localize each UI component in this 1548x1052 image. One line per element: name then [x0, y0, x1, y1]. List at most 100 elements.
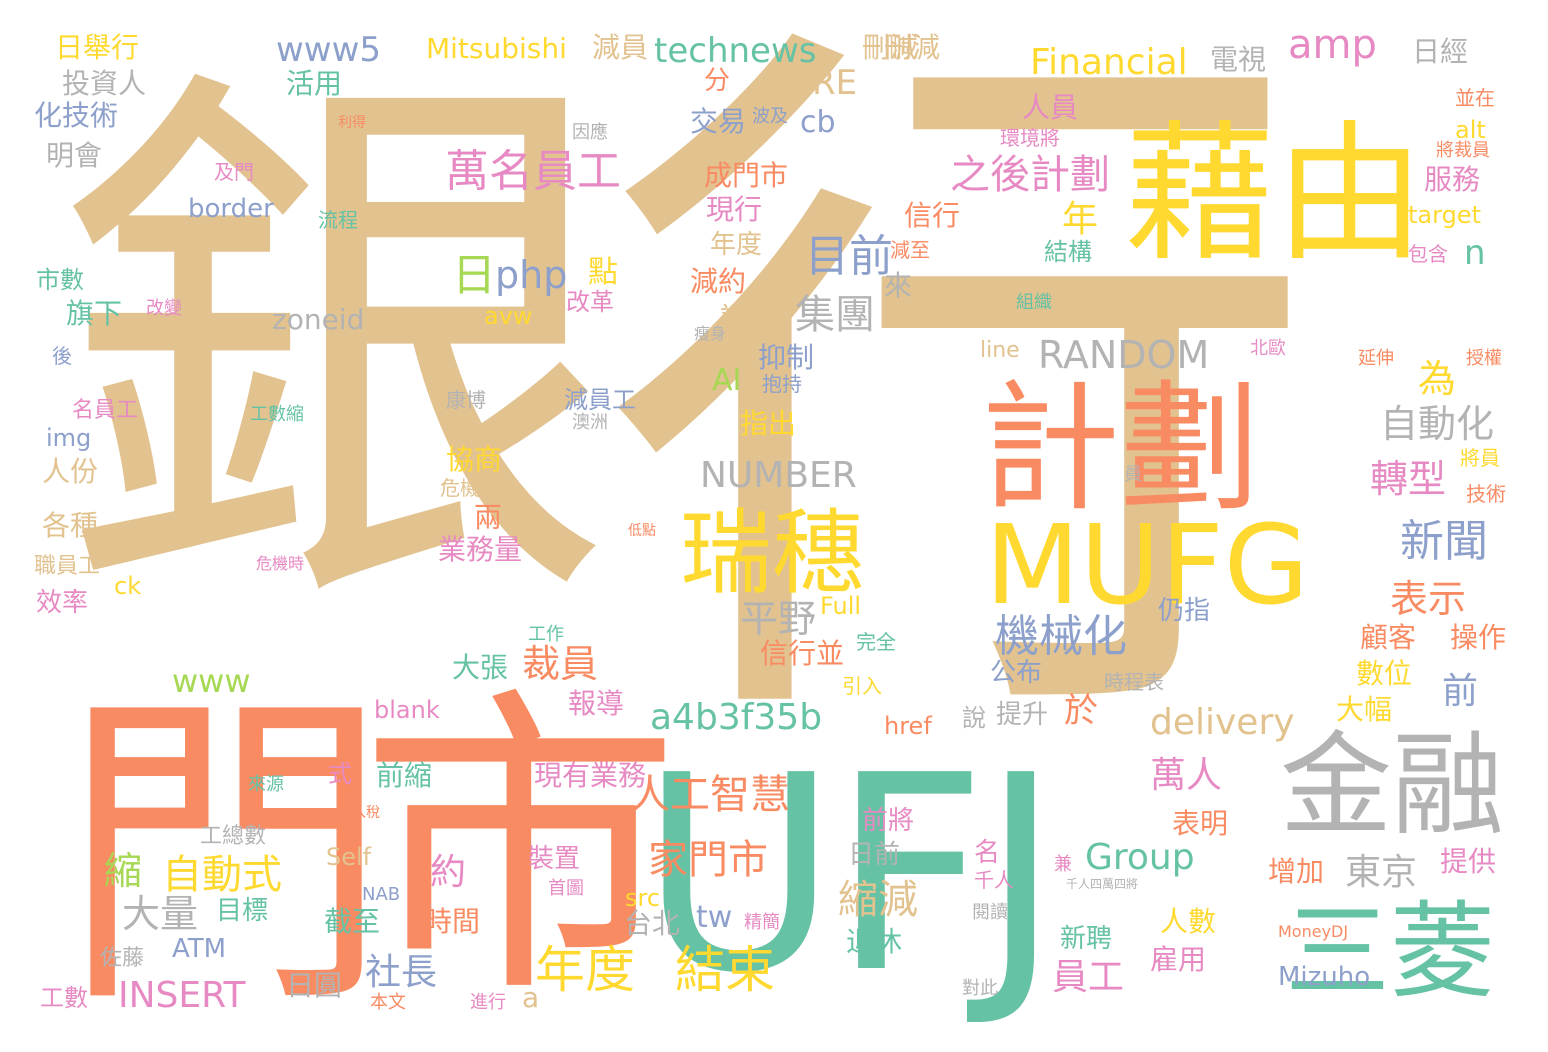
- word: 化技術: [34, 99, 119, 132]
- word: 將員: [1460, 446, 1500, 470]
- word: 轉型: [1370, 457, 1447, 501]
- word: a: [522, 981, 540, 1014]
- word: 行: [600, 0, 1320, 809]
- word: 名: [974, 838, 1001, 868]
- word: n: [1464, 233, 1486, 273]
- word: 計劃: [980, 368, 1261, 531]
- word: 裁員: [522, 642, 599, 686]
- word: 因應: [572, 122, 608, 143]
- word: 人工智慧: [630, 772, 790, 818]
- word: 門: [60, 663, 390, 1047]
- word: 效率: [36, 588, 89, 618]
- word: 點: [588, 255, 618, 290]
- word: 截至: [324, 905, 381, 938]
- word: Financial: [1030, 42, 1188, 83]
- word: 提升: [996, 700, 1049, 730]
- word: 改變: [146, 298, 182, 319]
- word: 大張: [452, 651, 509, 684]
- word: 日前: [848, 840, 901, 870]
- word: 入稅: [352, 805, 380, 821]
- word: 波及: [752, 106, 788, 127]
- word: 年度: [710, 230, 763, 260]
- word: a4b3f35b: [650, 697, 823, 738]
- word: 三菱: [1285, 891, 1496, 1013]
- word: Full: [820, 592, 862, 620]
- word: border: [188, 194, 274, 224]
- word: 增加: [1268, 855, 1325, 888]
- word: technews: [654, 31, 817, 71]
- word: www: [172, 662, 251, 700]
- word: 減員: [592, 31, 649, 64]
- word: 表明: [1172, 807, 1229, 840]
- word: 日圓: [286, 969, 343, 1002]
- word: php: [495, 253, 568, 297]
- word: MoneyDJ: [1278, 922, 1349, 941]
- word: 將裁員: [1436, 140, 1490, 161]
- word: cb: [800, 105, 836, 140]
- word: 兼: [1054, 854, 1072, 875]
- word: blank: [374, 696, 440, 724]
- word: 人份: [42, 455, 99, 488]
- word: 集團: [795, 292, 875, 338]
- word: NUMBER: [700, 455, 857, 496]
- word: 來源: [248, 774, 284, 795]
- word: MUFG: [985, 501, 1309, 629]
- word: 提供: [1440, 845, 1497, 878]
- word: 千人四萬四將: [1066, 877, 1139, 891]
- word: 康博: [446, 388, 486, 412]
- word: 目前: [805, 231, 893, 282]
- word: 職員工: [34, 554, 101, 579]
- word: 後: [52, 344, 72, 368]
- word: 業務量: [438, 533, 523, 566]
- word: 裝置: [528, 844, 581, 874]
- word: 於: [1064, 691, 1098, 731]
- word: 退休: [846, 925, 903, 958]
- word: 服務: [1424, 163, 1481, 196]
- word: 時程表: [1104, 670, 1164, 694]
- word: 危機感: [440, 476, 500, 500]
- word: 千人: [974, 868, 1014, 892]
- word: 報導: [568, 687, 625, 720]
- word: 前縮: [376, 759, 433, 792]
- word: 首圖: [548, 878, 584, 899]
- word: 金融: [1280, 721, 1504, 851]
- word: 社長: [365, 952, 438, 993]
- word: 人數: [1160, 905, 1217, 938]
- word: 閱讀: [972, 902, 1008, 923]
- word: Mizuho: [1278, 962, 1371, 992]
- word: line: [980, 338, 1020, 363]
- word: 包含: [1408, 242, 1448, 266]
- word: 年: [1062, 199, 1099, 240]
- word: 家門市: [648, 837, 768, 883]
- word: 活用: [286, 67, 343, 100]
- word: ck: [114, 572, 142, 600]
- word: 約: [430, 852, 467, 893]
- word: 現行: [706, 193, 763, 226]
- word: target: [1408, 201, 1481, 229]
- word: 新聞: [1400, 516, 1488, 567]
- word: 精簡: [744, 912, 780, 933]
- word: 為: [1418, 357, 1457, 401]
- word: 技術: [1466, 482, 1506, 506]
- word: 萬人: [1150, 755, 1223, 796]
- word: 自動化: [1380, 402, 1495, 446]
- word: avw: [484, 302, 533, 330]
- word: 工作: [528, 624, 564, 645]
- word: 員: [1124, 464, 1142, 485]
- word: 信行並: [760, 637, 845, 670]
- word: src: [625, 884, 661, 912]
- word: 東京: [1345, 852, 1418, 893]
- word: Self: [326, 843, 372, 871]
- word: 工總數: [200, 824, 267, 849]
- word: 減至: [890, 238, 930, 262]
- word: 交易: [690, 105, 747, 138]
- word: 指出: [740, 407, 797, 440]
- word: 前將: [862, 806, 915, 836]
- word: 引入: [842, 674, 882, 698]
- word: 各種: [42, 509, 99, 542]
- word: 日經: [1412, 35, 1469, 68]
- word: 低點: [628, 523, 656, 539]
- word: 市數: [36, 266, 84, 294]
- word: 協商: [446, 443, 503, 476]
